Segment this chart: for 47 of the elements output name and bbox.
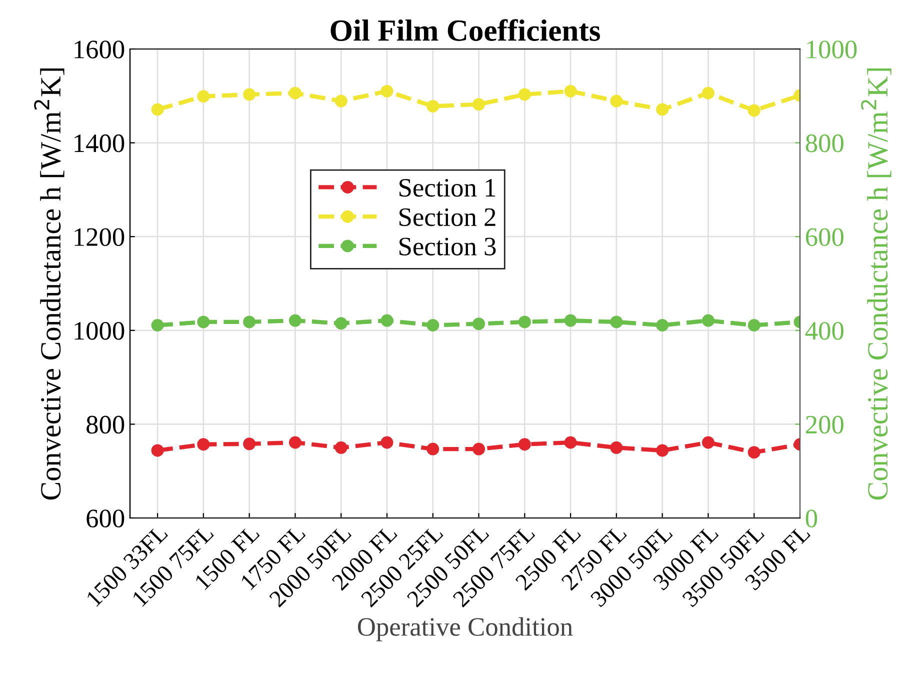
chart-title: Oil Film Coefficients (330, 19, 600, 41)
legend-label: Section 3 (400, 238, 496, 256)
point (702, 436, 714, 449)
y2-tick-label: 600 (806, 228, 844, 246)
point (748, 446, 760, 459)
y-tick-label: 600 (86, 510, 124, 528)
legend-label: Section 2 (400, 208, 496, 226)
point (243, 438, 256, 450)
point (656, 103, 669, 116)
point (748, 104, 760, 117)
point (472, 98, 486, 111)
point (334, 94, 348, 108)
point (702, 86, 714, 100)
point (151, 103, 164, 116)
point (288, 436, 302, 449)
point (197, 90, 210, 103)
point (380, 436, 394, 449)
point (288, 86, 302, 100)
y2-tick-label: 800 (806, 134, 844, 152)
x-axis-title: Operative Condition (358, 617, 573, 642)
y2-tick-label: 0 (806, 510, 818, 528)
y2-tick-label: 1000 (807, 40, 857, 58)
point (610, 94, 623, 108)
point (380, 84, 394, 98)
point (243, 88, 256, 101)
point (518, 438, 531, 451)
y2-tick-label: 400 (805, 322, 844, 340)
y-tick-label: 800 (86, 416, 124, 434)
point (472, 442, 486, 456)
point (518, 88, 531, 101)
point (426, 100, 440, 112)
y-axis-title: Convective Conductance h [W/m$^{2}$K] (34, 68, 64, 500)
y2-tick-label: 200 (806, 416, 844, 434)
y-tick-label: 1000 (74, 322, 124, 340)
point (564, 436, 577, 449)
point (426, 442, 440, 456)
point (197, 438, 210, 451)
point (656, 444, 669, 457)
point (610, 441, 623, 454)
y2-axis-title: Convective Conductance h [W/m$^{2}$K] (861, 68, 892, 500)
y-tick-label: 1200 (74, 228, 124, 246)
point (564, 84, 577, 98)
legend-label: Section 1 (400, 178, 496, 197)
point (151, 444, 164, 457)
y-tick-label: 1400 (74, 134, 124, 152)
point (334, 441, 348, 454)
y-tick-label: 1600 (74, 40, 124, 58)
